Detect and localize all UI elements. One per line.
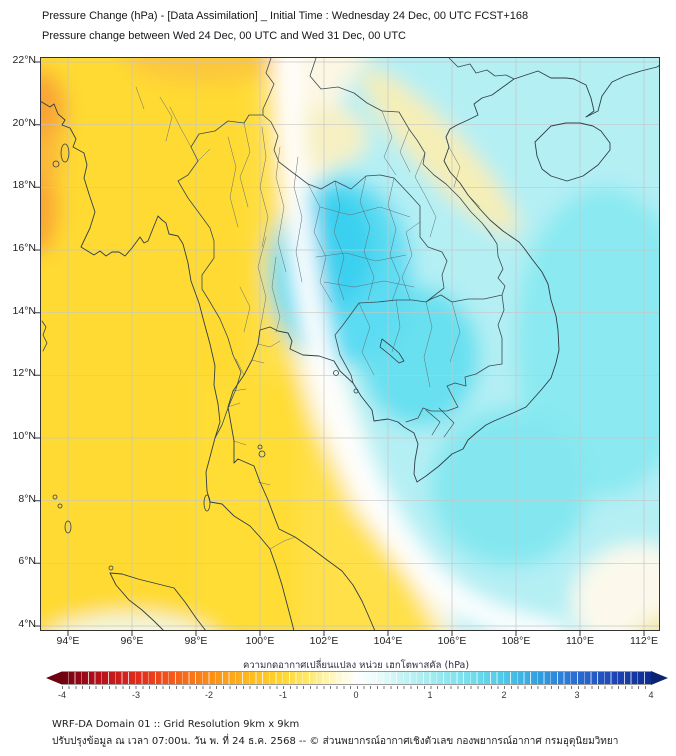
colorbar xyxy=(46,671,668,685)
coastline-east xyxy=(227,64,660,631)
lake-tonle-sap xyxy=(379,338,405,364)
lat-tick-label: 22°N xyxy=(12,54,36,66)
lon-tick-label: 102°E xyxy=(309,635,339,647)
colorbar-gradient xyxy=(62,671,651,685)
lat-tick-label: 8°N xyxy=(18,493,36,505)
coastline-hainan xyxy=(534,122,611,182)
title-block: Pressure Change (hPa) - [Data Assimilati… xyxy=(42,6,528,46)
lat-tick-label: 6°N xyxy=(18,555,36,567)
colorbar-tick-label: -1 xyxy=(278,690,287,700)
lon-tick-label: 100°E xyxy=(245,635,275,647)
colorbar-tick-label: -3 xyxy=(131,690,140,700)
lon-tick-label: 106°E xyxy=(437,635,467,647)
country-borders xyxy=(177,57,515,439)
colorbar-tick-marks xyxy=(62,686,651,689)
colorbar-tick-label: 2 xyxy=(501,690,507,700)
lat-tick-label: 10°N xyxy=(12,430,36,442)
lat-tick-label: 12°N xyxy=(12,367,36,379)
grid-lines xyxy=(40,57,660,631)
lat-tick-label: 4°N xyxy=(18,618,36,630)
footer-domain-info: WRF-DA Domain 01 :: Grid Resolution 9km … xyxy=(52,719,300,730)
colorbar-title: ความกดอากาศเปลี่ยนแปลง หน่วย เฮกโตพาสคัล… xyxy=(242,660,470,671)
colorbar-tick-label: -4 xyxy=(57,690,66,700)
map-area xyxy=(35,57,660,636)
colorbar-tick-label: 4 xyxy=(648,690,654,700)
axis-tick-marks xyxy=(35,61,645,636)
colorbar-min-arrow xyxy=(46,671,63,685)
lon-tick-label: 98°E xyxy=(184,635,208,647)
lat-tick-label: 20°N xyxy=(12,117,36,129)
mekong-delta-rivers xyxy=(425,407,455,438)
lon-tick-label: 112°E xyxy=(630,635,658,647)
colorbar-tick-label: 1 xyxy=(427,690,433,700)
footer-update-info: ปรับปรุงข้อมูล ณ เวลา 07:00น. วัน พ. ที่… xyxy=(52,736,619,747)
lat-tick-label: 18°N xyxy=(12,179,36,191)
coastline-west xyxy=(40,100,295,631)
colorbar-max-arrow xyxy=(651,671,668,685)
colorbar-tick-label: -2 xyxy=(204,690,213,700)
province-boundaries xyxy=(135,86,493,550)
lon-tick-label: 110°E xyxy=(566,635,594,647)
coastline-sumatra xyxy=(109,572,207,631)
lon-tick-label: 108°E xyxy=(501,635,531,647)
pressure-field xyxy=(40,57,660,631)
map-canvas xyxy=(35,57,660,636)
map-frame xyxy=(40,57,660,631)
lon-tick-label: 96°E xyxy=(120,635,144,647)
colorbar-tick-label: 3 xyxy=(574,690,580,700)
page-title-line1: Pressure Change (hPa) - [Data Assimilati… xyxy=(42,10,529,22)
island-outlines xyxy=(41,143,359,571)
lat-tick-label: 16°N xyxy=(12,242,36,254)
lon-tick-label: 104°E xyxy=(373,635,403,647)
page-title-line2: Pressure change between Wed 24 Dec, 00 U… xyxy=(42,30,407,42)
colorbar-tick-label: 0 xyxy=(353,690,359,700)
lat-tick-label: 14°N xyxy=(12,305,36,317)
lon-tick-label: 94°E xyxy=(56,635,80,647)
